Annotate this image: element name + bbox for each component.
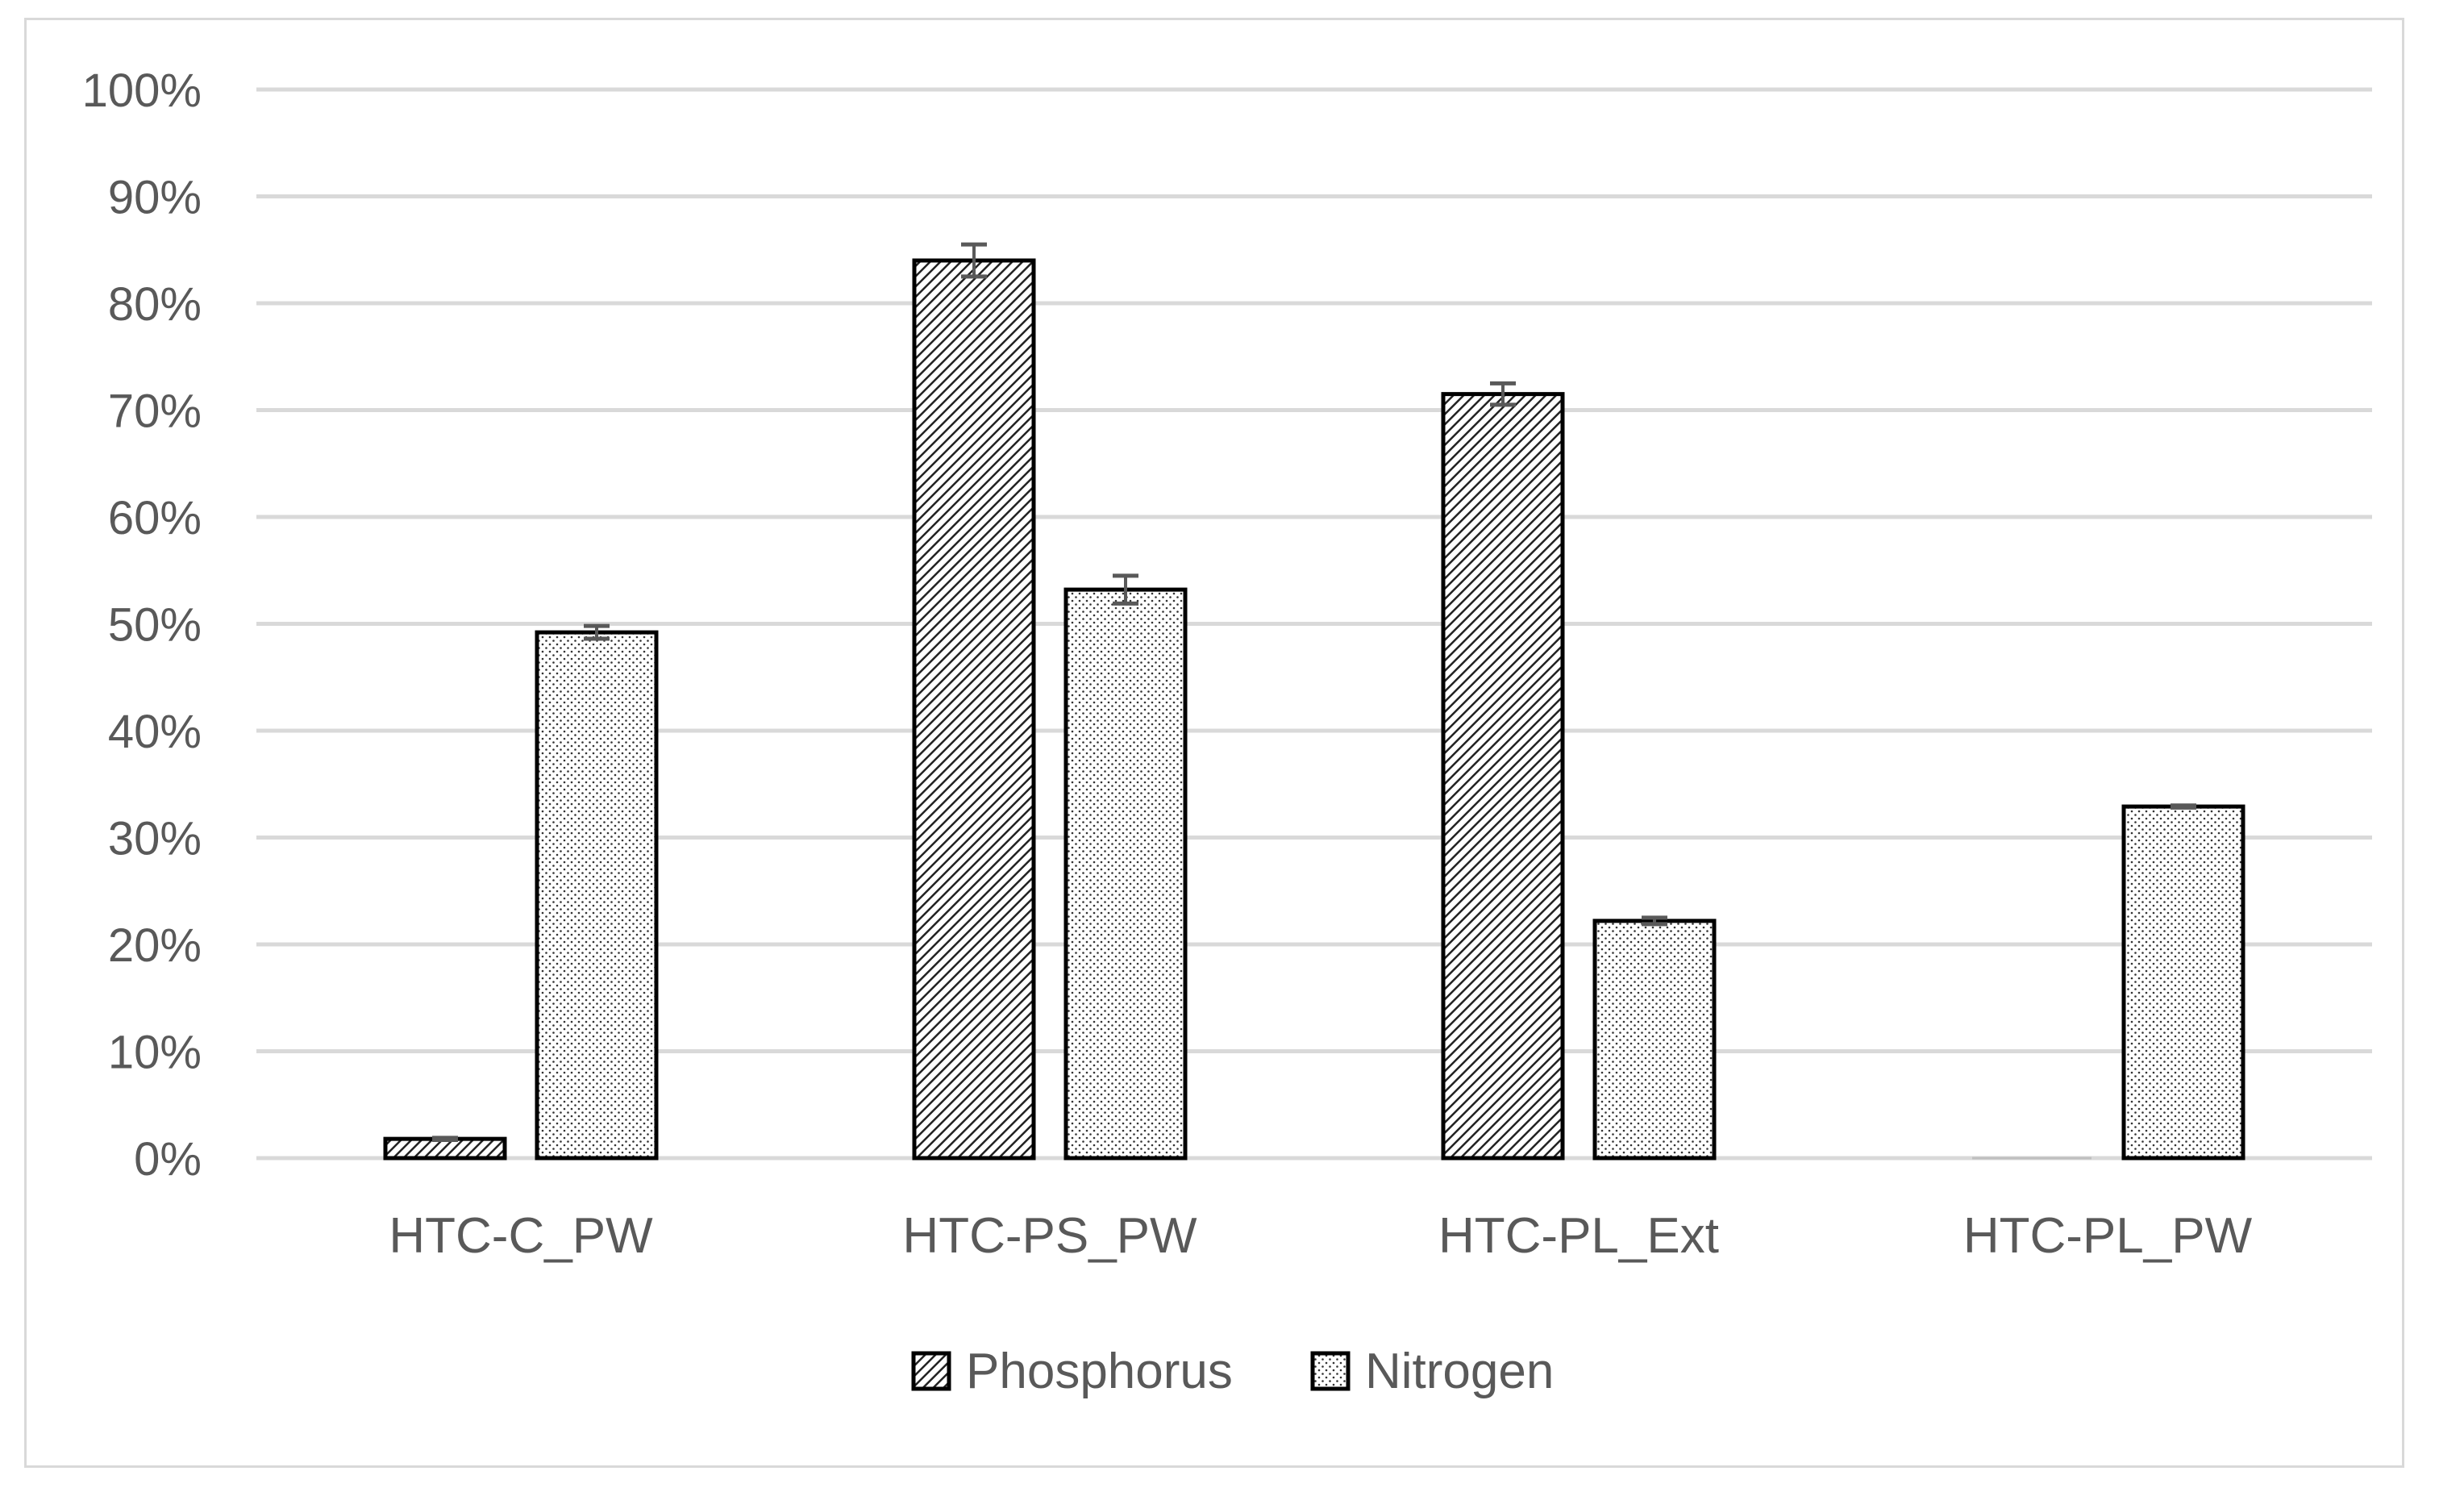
y-tick-label: 90%: [108, 172, 202, 224]
x-category-label: HTC-PL_Ext: [1438, 1208, 1719, 1264]
y-tick-label: 60%: [108, 492, 202, 544]
bar-nitrogen: [2121, 804, 2245, 1161]
legend-swatch-phosphorus: [911, 1351, 951, 1391]
y-tick-label: 0%: [134, 1133, 202, 1186]
y-tick-label: 70%: [108, 386, 202, 438]
y-tick-label: 20%: [108, 919, 202, 972]
legend-label-phosphorus: Phosphorus: [966, 1344, 1233, 1399]
y-tick-label: 10%: [108, 1027, 202, 1079]
legend-swatch-nitrogen: [1310, 1351, 1351, 1391]
error-bars: [432, 242, 2196, 1142]
bar-phosphorus: [912, 258, 1036, 1161]
bar-nitrogen: [535, 630, 659, 1161]
legend: Phosphorus Nitrogen: [911, 1344, 1554, 1399]
legend-label-nitrogen: Nitrogen: [1365, 1344, 1554, 1399]
bar-phosphorus: [1441, 392, 1565, 1161]
x-axis-labels: HTC-C_PW HTC-PS_PW HTC-PL_Ext HTC-PL_PW: [389, 1208, 2252, 1264]
bar-nitrogen: [1063, 587, 1188, 1161]
x-category-label: HTC-C_PW: [389, 1208, 653, 1264]
x-category-label: HTC-PS_PW: [902, 1208, 1197, 1264]
chart-frame: [24, 18, 2404, 1468]
bar-nitrogen: [1592, 919, 1717, 1161]
x-category-label: HTC-PL_PW: [1963, 1208, 2253, 1264]
bars: [383, 258, 2245, 1161]
y-tick-label: 100%: [82, 65, 202, 117]
y-tick-label: 30%: [108, 813, 202, 865]
y-tick-label: 40%: [108, 706, 202, 758]
y-tick-label: 50%: [108, 599, 202, 652]
y-axis-ticks: 0% 10% 20% 30% 40% 50% 60% 70% 80% 90% 100%: [82, 65, 202, 1186]
y-tick-label: 80%: [108, 278, 202, 331]
